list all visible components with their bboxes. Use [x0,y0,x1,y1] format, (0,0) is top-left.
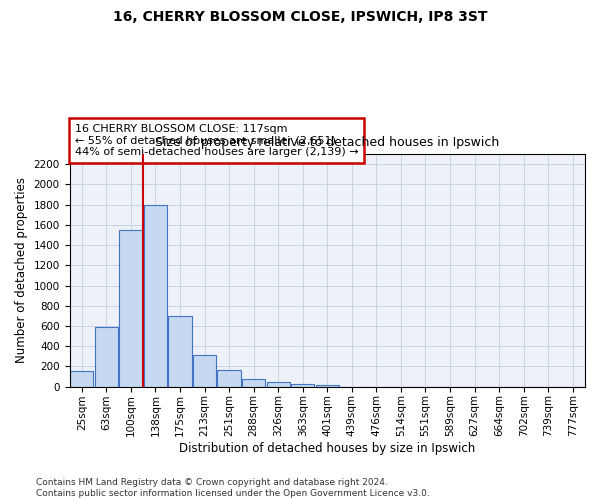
Bar [316,385,339,386]
Bar [144,204,167,386]
Bar [193,356,216,386]
Bar [266,382,290,386]
Y-axis label: Number of detached properties: Number of detached properties [15,178,28,364]
X-axis label: Distribution of detached houses by size in Ipswich: Distribution of detached houses by size … [179,442,475,455]
Bar [242,378,265,386]
Text: 16, CHERRY BLOSSOM CLOSE, IPSWICH, IP8 3ST: 16, CHERRY BLOSSOM CLOSE, IPSWICH, IP8 3… [113,10,487,24]
Title: Size of property relative to detached houses in Ipswich: Size of property relative to detached ho… [155,136,499,148]
Bar [95,327,118,386]
Bar [291,384,314,386]
Bar [70,371,94,386]
Text: 16 CHERRY BLOSSOM CLOSE: 117sqm
← 55% of detached houses are smaller (2,651)
44%: 16 CHERRY BLOSSOM CLOSE: 117sqm ← 55% of… [74,124,358,157]
Text: Contains HM Land Registry data © Crown copyright and database right 2024.
Contai: Contains HM Land Registry data © Crown c… [36,478,430,498]
Bar [119,230,143,386]
Bar [169,316,191,386]
Bar [217,370,241,386]
